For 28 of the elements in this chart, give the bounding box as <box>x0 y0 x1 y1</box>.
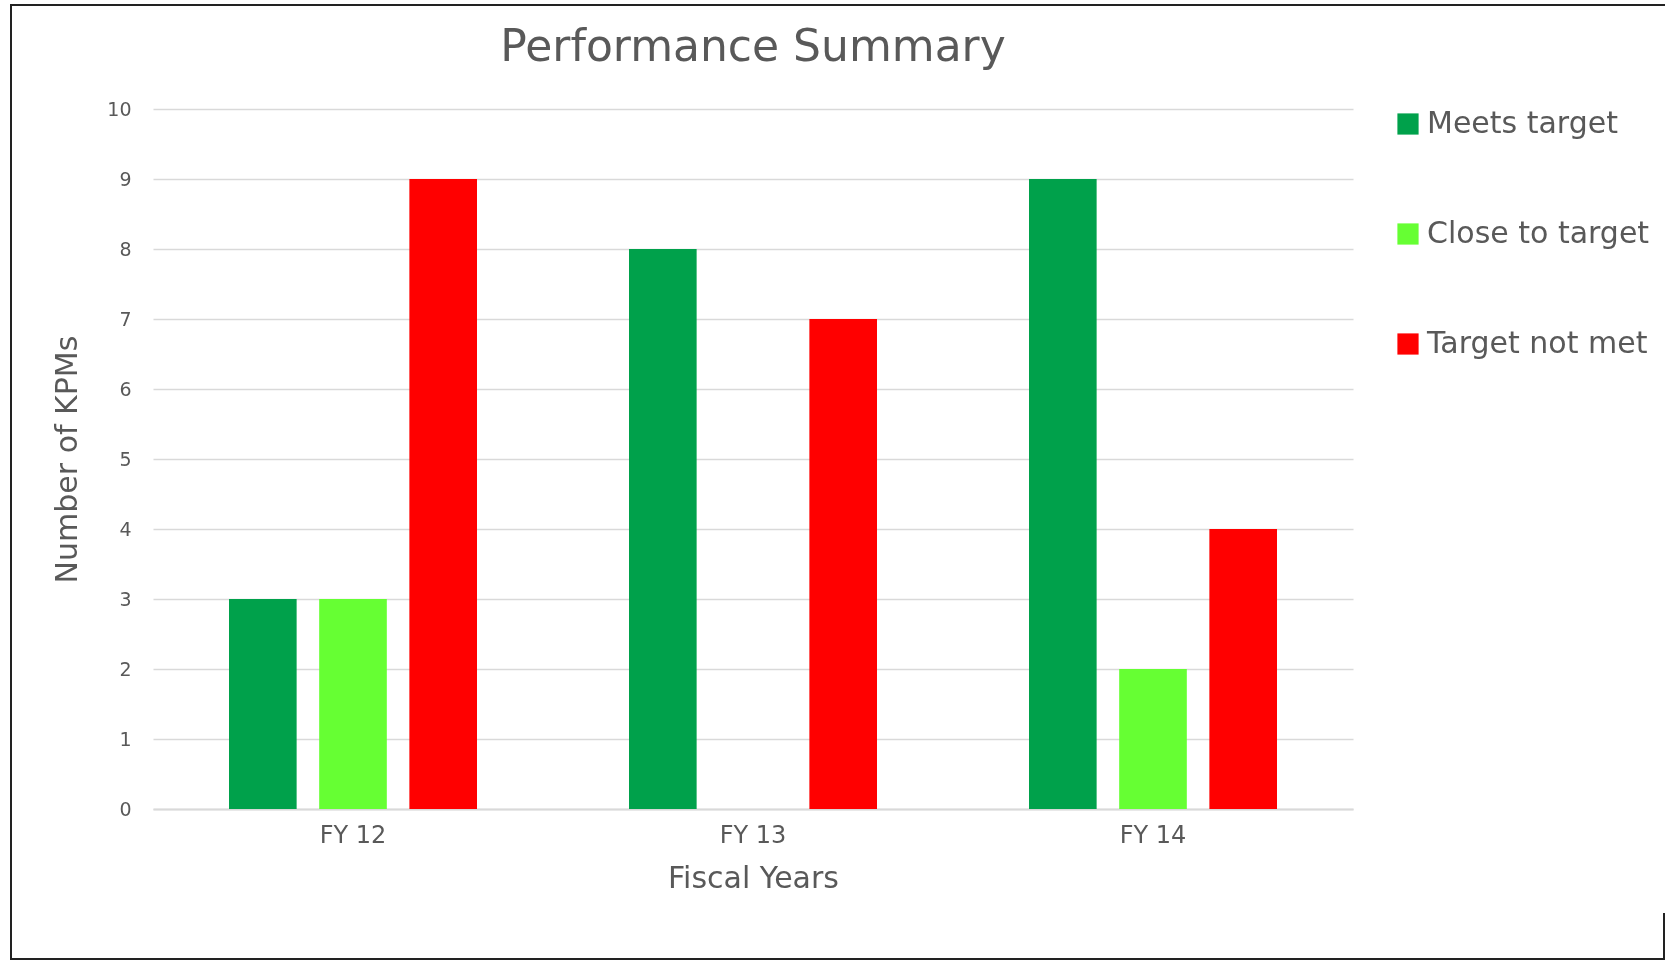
x-tick-label: FY 14 <box>1119 820 1187 849</box>
bar <box>629 249 697 809</box>
x-tick-label: FY 13 <box>719 820 787 849</box>
y-axis-title: Number of KPMs <box>49 335 85 584</box>
legend-label: Meets target <box>1427 105 1619 140</box>
bar <box>229 599 297 809</box>
bar <box>319 599 387 809</box>
y-tick-label: 2 <box>119 657 132 680</box>
y-tick-label: 7 <box>119 307 132 330</box>
chart-title: Performance Summary <box>500 20 1006 71</box>
bar <box>809 319 877 809</box>
y-tick-label: 0 <box>119 797 132 820</box>
y-tick-label: 10 <box>107 97 132 120</box>
y-tick-label: 8 <box>119 237 132 260</box>
x-axis-title: Fiscal Years <box>668 859 839 895</box>
bar <box>409 179 477 809</box>
legend-label: Target not met <box>1426 325 1648 360</box>
y-tick-label: 1 <box>119 727 132 750</box>
y-tick-label: 3 <box>119 587 132 610</box>
bar <box>1119 669 1187 809</box>
bar <box>1029 179 1097 809</box>
y-tick-label: 6 <box>119 377 132 400</box>
legend-label: Close to target <box>1427 215 1650 250</box>
y-tick-label: 9 <box>119 167 132 190</box>
y-tick-label: 4 <box>119 517 132 540</box>
y-tick-label: 5 <box>119 447 132 470</box>
x-tick-label: FY 12 <box>319 820 387 849</box>
bar <box>1209 529 1277 809</box>
